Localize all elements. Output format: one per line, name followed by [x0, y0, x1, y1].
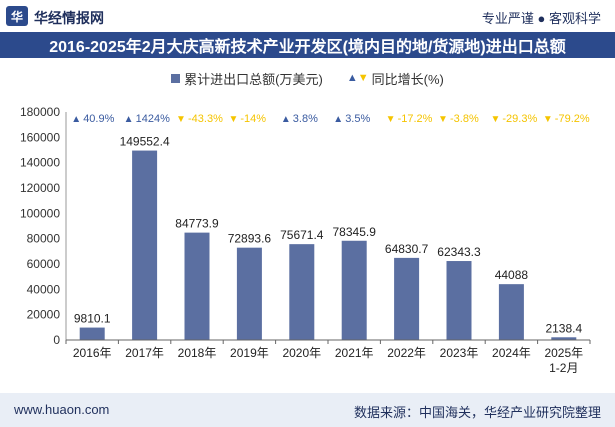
bar	[446, 261, 472, 340]
y-tick-label: 180000	[20, 105, 60, 119]
footer-source: 数据来源：中国海关，华经产业研究院整理	[353, 405, 601, 420]
x-tick-label: 2025年	[544, 346, 583, 360]
growth-label: -3.8%	[450, 113, 479, 125]
bar-value-label: 78345.9	[333, 225, 377, 239]
x-tick-label: 2021年	[335, 346, 374, 360]
x-tick-label: 2022年	[387, 346, 426, 360]
growth-up-icon: ▲	[71, 114, 81, 125]
bar-value-label: 62343.3	[437, 245, 481, 259]
chart-title: 2016-2025年2月大庆高新技术产业开发区(境内目的地/货源地)进出口总额	[0, 32, 615, 58]
y-tick-label: 0	[53, 333, 60, 347]
growth-down-icon: ▼	[386, 114, 396, 125]
bar-value-label: 72893.6	[228, 232, 272, 246]
bar-value-label: 9810.1	[74, 312, 111, 326]
x-tick-label: 2017年	[125, 346, 164, 360]
growth-up-icon: ▲	[333, 114, 343, 125]
bar	[289, 244, 315, 340]
brand-name: 华经情报网	[34, 10, 104, 26]
triangle-down-icon: ▼	[357, 72, 369, 84]
bar-value-label: 64830.7	[385, 242, 429, 256]
y-tick-label: 100000	[20, 206, 60, 220]
growth-label: -29.3%	[502, 113, 537, 125]
bar-value-label: 84773.9	[175, 217, 219, 231]
growth-label: -17.2%	[398, 113, 433, 125]
footer-website: www.huaon.com	[14, 402, 110, 417]
growth-label: 3.5%	[345, 113, 370, 125]
bar-value-label: 149552.4	[120, 135, 170, 149]
footer: www.huaon.com 数据来源：中国海关，华经产业研究院整理	[0, 393, 615, 427]
logo-icon: 华	[6, 6, 28, 26]
bar-value-label: 44088	[495, 268, 529, 282]
bar-value-label: 2138.4	[545, 321, 582, 335]
growth-label: 3.8%	[293, 113, 318, 125]
growth-label: 40.9%	[83, 113, 114, 125]
growth-down-icon: ▼	[543, 114, 553, 125]
growth-label: 1424%	[136, 113, 170, 125]
bar	[132, 150, 158, 340]
x-tick-label: 2024年	[492, 346, 531, 360]
legend-bar-swatch	[171, 73, 181, 83]
legend-bar-label: 累计进出口总额(万美元)	[184, 71, 323, 87]
x-tick-label: 2020年	[282, 346, 321, 360]
legend-item-bar: 累计进出口总额(万美元)	[171, 69, 323, 88]
y-tick-label: 80000	[27, 232, 61, 246]
bar-chart: 0 20000 40000 60000 80000 100000 120000 140000 1…	[20, 105, 591, 375]
bar	[184, 232, 210, 340]
x-tick-label: 2016年	[73, 346, 112, 360]
bar	[551, 337, 577, 340]
growth-down-icon: ▼	[176, 114, 186, 125]
growth-down-icon: ▼	[490, 114, 500, 125]
growth-label: -14%	[240, 113, 266, 125]
legend-item-growth: ▲ ▼ 同比增长(%)	[347, 69, 444, 88]
growth-label: -43.3%	[188, 113, 223, 125]
bar	[236, 247, 262, 340]
top-header: 华 华经情报网 专业严谨 ● 客观科学	[0, 0, 615, 32]
bar	[498, 284, 524, 340]
slogan: 专业严谨 ● 客观科学	[481, 11, 601, 26]
bar	[79, 327, 105, 340]
growth-up-icon: ▲	[124, 114, 134, 125]
bar-value-label: 75671.4	[280, 228, 324, 242]
y-tick-label: 60000	[27, 257, 61, 271]
growth-down-icon: ▼	[438, 114, 448, 125]
bar	[341, 240, 367, 340]
bar	[394, 257, 420, 340]
y-tick-label: 120000	[20, 181, 60, 195]
growth-up-icon: ▲	[281, 114, 291, 125]
growth-label: -79.2%	[555, 113, 590, 125]
y-tick-label: 20000	[27, 308, 61, 322]
triangle-up-icon: ▲	[346, 72, 358, 84]
growth-down-icon: ▼	[228, 114, 238, 125]
x-tick-label: 2019年	[230, 346, 269, 360]
x-tick-label: 2018年	[178, 346, 217, 360]
legend-growth-label: 同比增长(%)	[371, 71, 444, 87]
y-tick-label: 160000	[20, 130, 60, 144]
chart-legend: 累计进出口总额(万美元) ▲ ▼ 同比增长(%)	[0, 68, 615, 88]
x-tick-label: 2023年	[440, 346, 479, 360]
x-tick-label: 1-2月	[549, 361, 578, 375]
y-tick-label: 140000	[20, 156, 60, 170]
y-tick-label: 40000	[27, 282, 61, 296]
